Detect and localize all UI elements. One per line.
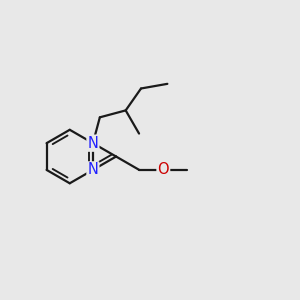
Text: N: N	[88, 162, 98, 177]
Text: O: O	[158, 162, 169, 177]
Text: N: N	[88, 136, 98, 151]
